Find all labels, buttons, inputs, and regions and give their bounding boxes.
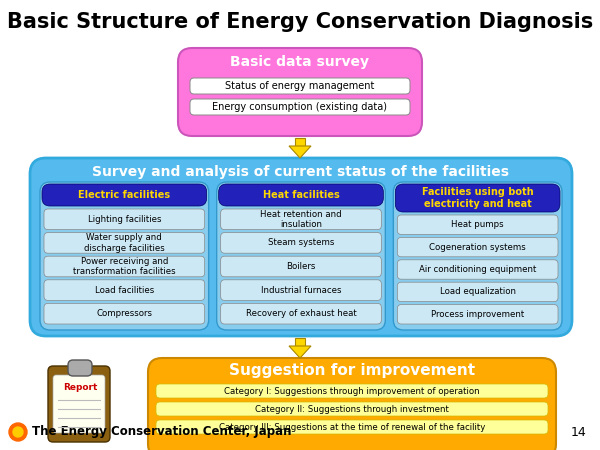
Text: Load facilities: Load facilities	[95, 286, 154, 295]
FancyBboxPatch shape	[190, 99, 410, 115]
FancyBboxPatch shape	[397, 260, 558, 279]
FancyBboxPatch shape	[397, 215, 558, 234]
FancyBboxPatch shape	[30, 158, 572, 336]
Text: Heat retention and
insulation: Heat retention and insulation	[260, 210, 342, 229]
Polygon shape	[295, 338, 305, 346]
FancyBboxPatch shape	[40, 182, 209, 330]
FancyBboxPatch shape	[221, 280, 382, 301]
FancyBboxPatch shape	[68, 360, 92, 376]
Text: Facilities using both
electricity and heat: Facilities using both electricity and he…	[422, 187, 533, 209]
FancyBboxPatch shape	[221, 256, 382, 277]
FancyBboxPatch shape	[221, 303, 382, 324]
FancyBboxPatch shape	[178, 48, 422, 136]
FancyBboxPatch shape	[44, 303, 205, 324]
Text: Recovery of exhaust heat: Recovery of exhaust heat	[245, 309, 356, 318]
FancyBboxPatch shape	[48, 366, 110, 442]
Text: Power receiving and
transformation facilities: Power receiving and transformation facil…	[73, 257, 176, 276]
FancyBboxPatch shape	[395, 184, 560, 212]
Text: Cogeneration systems: Cogeneration systems	[429, 243, 526, 252]
Text: Category I: Suggestions through improvement of operation: Category I: Suggestions through improvem…	[224, 387, 480, 396]
Text: Steam systems: Steam systems	[268, 238, 334, 248]
FancyBboxPatch shape	[218, 184, 383, 206]
Text: Category III: Suggestions at the time of renewal of the facility: Category III: Suggestions at the time of…	[219, 423, 485, 432]
FancyBboxPatch shape	[156, 384, 548, 398]
Text: 14: 14	[570, 426, 586, 438]
FancyBboxPatch shape	[148, 358, 556, 450]
FancyBboxPatch shape	[190, 78, 410, 94]
Text: Process improvement: Process improvement	[431, 310, 524, 319]
Polygon shape	[289, 346, 311, 358]
FancyBboxPatch shape	[44, 256, 205, 277]
Text: Energy consumption (existing data): Energy consumption (existing data)	[212, 102, 388, 112]
FancyBboxPatch shape	[221, 233, 382, 253]
Text: Report: Report	[63, 383, 97, 392]
FancyBboxPatch shape	[394, 182, 562, 330]
Text: Water supply and
discharge facilities: Water supply and discharge facilities	[84, 233, 165, 252]
FancyBboxPatch shape	[44, 209, 205, 230]
FancyBboxPatch shape	[217, 182, 385, 330]
FancyBboxPatch shape	[44, 233, 205, 253]
FancyBboxPatch shape	[397, 305, 558, 324]
Polygon shape	[289, 146, 311, 158]
FancyBboxPatch shape	[221, 209, 382, 230]
FancyBboxPatch shape	[53, 375, 105, 433]
FancyBboxPatch shape	[397, 238, 558, 257]
Text: Suggestion for improvement: Suggestion for improvement	[229, 364, 475, 378]
Circle shape	[13, 427, 23, 437]
Text: Heat pumps: Heat pumps	[451, 220, 504, 229]
Text: Basic Structure of Energy Conservation Diagnosis: Basic Structure of Energy Conservation D…	[7, 12, 593, 32]
FancyBboxPatch shape	[44, 280, 205, 301]
Text: Air conditioning equipment: Air conditioning equipment	[419, 265, 536, 274]
Text: The Energy Conservation Center, Japan: The Energy Conservation Center, Japan	[32, 426, 292, 438]
Text: Load equalization: Load equalization	[440, 288, 515, 297]
FancyBboxPatch shape	[42, 184, 206, 206]
Text: Category II: Suggestions through investment: Category II: Suggestions through investm…	[255, 405, 449, 414]
Text: Electric facilities: Electric facilities	[78, 190, 170, 200]
FancyBboxPatch shape	[397, 282, 558, 302]
Text: Boilers: Boilers	[286, 262, 316, 271]
Circle shape	[9, 423, 27, 441]
Text: Survey and analysis of current status of the facilities: Survey and analysis of current status of…	[92, 165, 509, 179]
Polygon shape	[295, 138, 305, 146]
Text: Lighting facilities: Lighting facilities	[88, 215, 161, 224]
Text: Basic data survey: Basic data survey	[230, 55, 370, 69]
Text: Status of energy management: Status of energy management	[226, 81, 374, 91]
FancyBboxPatch shape	[156, 402, 548, 416]
Text: Compressors: Compressors	[97, 309, 152, 318]
Text: Industrial furnaces: Industrial furnaces	[261, 286, 341, 295]
FancyBboxPatch shape	[156, 420, 548, 434]
Text: Heat facilities: Heat facilities	[263, 190, 340, 200]
